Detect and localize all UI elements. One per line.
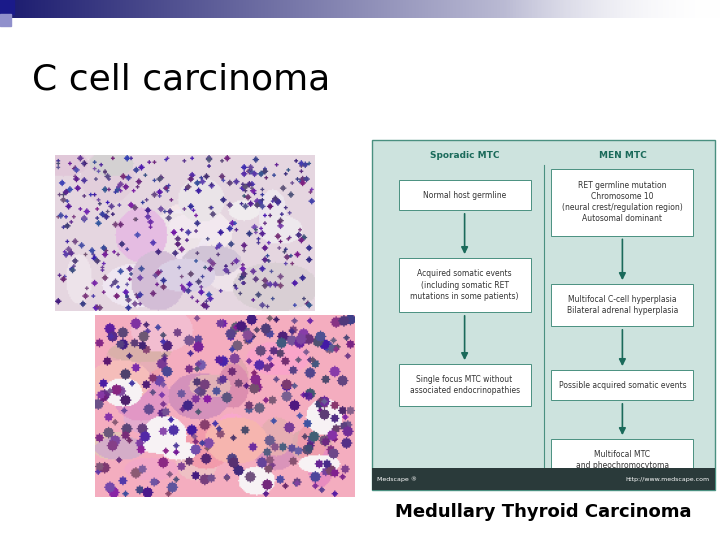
Text: Medullary Thyroid Carcinoma: Medullary Thyroid Carcinoma	[395, 503, 692, 521]
Bar	[372, 140, 715, 490]
Text: Multifocal C-cell hyperplasia
Bilateral adrenal hyperplasia: Multifocal C-cell hyperplasia Bilateral …	[567, 295, 678, 315]
FancyBboxPatch shape	[399, 180, 531, 210]
Bar	[0, 0, 14, 14]
Text: http://www.medscape.com: http://www.medscape.com	[626, 476, 710, 482]
Text: MEN MTC: MEN MTC	[598, 151, 647, 159]
Text: Multifocal MTC
and pheochromocytoma: Multifocal MTC and pheochromocytoma	[576, 450, 669, 470]
Text: Sporadic MTC: Sporadic MTC	[430, 151, 500, 159]
Bar	[0, 14, 11, 26]
FancyBboxPatch shape	[552, 168, 693, 235]
Text: C cell carcinoma: C cell carcinoma	[32, 62, 330, 96]
FancyBboxPatch shape	[552, 439, 693, 481]
FancyBboxPatch shape	[399, 364, 531, 406]
Text: Normal host germline: Normal host germline	[423, 191, 506, 199]
Text: Single focus MTC without
associated endocrinopathies: Single focus MTC without associated endo…	[410, 375, 520, 395]
Text: RET germline mutation
Chromosome 10
(neural crest/regulation region)
Autosomal d: RET germline mutation Chromosome 10 (neu…	[562, 181, 683, 223]
FancyBboxPatch shape	[552, 284, 693, 326]
FancyBboxPatch shape	[399, 258, 531, 312]
FancyBboxPatch shape	[552, 370, 693, 400]
Bar	[372, 468, 715, 490]
Text: Acquired somatic events
(including somatic RET
mutations in some patients): Acquired somatic events (including somat…	[410, 269, 519, 301]
Text: Possible acquired somatic events: Possible acquired somatic events	[559, 381, 686, 389]
Text: Medscape ®: Medscape ®	[377, 476, 417, 482]
